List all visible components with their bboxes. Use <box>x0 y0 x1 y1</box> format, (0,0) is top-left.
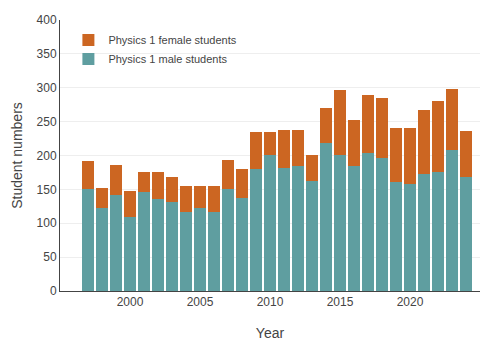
svg-text:Physics 1 female students: Physics 1 female students <box>108 34 236 46</box>
svg-text:2010: 2010 <box>257 295 284 309</box>
svg-text:350: 350 <box>37 47 57 61</box>
svg-text:Physics 1 male students: Physics 1 male students <box>108 53 227 65</box>
svg-text:2015: 2015 <box>327 295 354 309</box>
svg-text:Year: Year <box>256 325 285 341</box>
svg-text:2000: 2000 <box>117 295 144 309</box>
svg-text:2005: 2005 <box>187 295 214 309</box>
svg-text:2020: 2020 <box>397 295 424 309</box>
svg-text:150: 150 <box>37 183 57 197</box>
svg-text:400: 400 <box>37 13 57 27</box>
svg-text:0: 0 <box>50 284 57 298</box>
svg-text:200: 200 <box>37 149 57 163</box>
svg-text:Student numbers: Student numbers <box>9 102 25 209</box>
svg-text:300: 300 <box>37 81 57 95</box>
svg-text:100: 100 <box>37 216 57 230</box>
svg-text:50: 50 <box>43 250 57 264</box>
svg-text:250: 250 <box>37 115 57 129</box>
